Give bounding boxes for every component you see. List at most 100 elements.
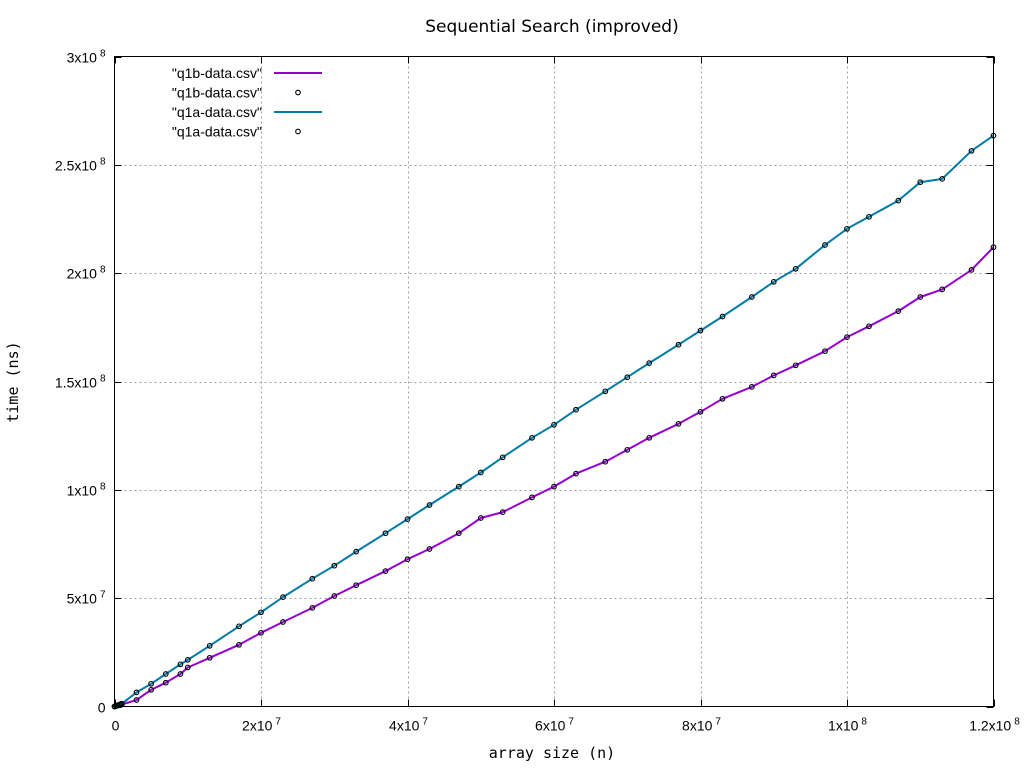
data-point xyxy=(573,406,579,413)
x-tick-label-mantissa: 4x10 xyxy=(389,718,420,734)
data-point xyxy=(353,548,360,555)
legend-entry: "q1b-data.csv" xyxy=(172,65,322,81)
data-point xyxy=(455,530,462,537)
grid-layer xyxy=(114,56,994,707)
data-point xyxy=(968,147,975,154)
data-point xyxy=(895,308,902,314)
data-point xyxy=(866,323,872,330)
legend-entry: "q1a-data.csv" xyxy=(172,124,301,140)
data-point xyxy=(770,372,777,379)
data-point xyxy=(675,420,682,427)
x-tick-label-mantissa: 1.2x10 xyxy=(969,718,1011,734)
data-point xyxy=(404,556,411,563)
data-point xyxy=(624,374,631,381)
data-point xyxy=(206,642,213,649)
series-line xyxy=(114,134,995,708)
data-point xyxy=(624,446,631,453)
data-point xyxy=(477,515,484,521)
y-tick-label-exponent: 7 xyxy=(100,590,106,601)
data-point xyxy=(675,341,682,348)
plot-frame xyxy=(114,56,994,707)
legend-label: "q1a-data.csv" xyxy=(172,104,262,120)
chart-title: Sequential Search (improved) xyxy=(425,17,678,37)
y-tick-label: 1x10 8 xyxy=(67,482,106,499)
data-point xyxy=(148,680,154,687)
y-tick-label-exponent: 8 xyxy=(100,482,106,493)
y-tick-label: 5x10 7 xyxy=(67,590,106,607)
data-point xyxy=(206,654,213,661)
data-point xyxy=(382,530,389,537)
data-point xyxy=(968,267,975,273)
legend-entry: "q1a-data.csv" xyxy=(172,104,322,120)
y-tick-label-mantissa: 2x10 xyxy=(67,266,98,282)
legend: "q1b-data.csv" "q1b-data.csv" "q1a-data.cs… xyxy=(172,65,322,140)
data-point xyxy=(792,265,799,272)
data-point xyxy=(822,242,828,248)
data-point xyxy=(697,327,704,334)
data-point xyxy=(697,408,704,415)
x-tick-label-mantissa: 6x10 xyxy=(535,718,566,734)
y-tick-label-mantissa: 1.5x10 xyxy=(55,375,97,391)
data-point xyxy=(529,494,535,501)
y-tick-label: 0 xyxy=(98,700,106,716)
legend-label: "q1a-data.csv" xyxy=(172,124,262,140)
data-point xyxy=(866,213,872,220)
x-tick-label-mantissa: 0 xyxy=(112,718,120,734)
legend-point-swatch xyxy=(295,89,301,96)
data-point xyxy=(551,483,557,490)
data-point xyxy=(426,502,433,508)
series-1 xyxy=(111,132,997,710)
data-point xyxy=(646,434,653,441)
y-tick-label-mantissa: 0 xyxy=(98,700,106,716)
data-point xyxy=(331,593,338,599)
data-point xyxy=(602,458,609,465)
data-point xyxy=(748,384,755,390)
data-point xyxy=(133,689,140,696)
data-point xyxy=(258,629,264,636)
data-point xyxy=(162,679,169,686)
data-point xyxy=(939,286,946,293)
data-point xyxy=(455,483,462,490)
legend-point-swatch xyxy=(295,128,301,135)
y-tick-label-mantissa: 3x10 xyxy=(67,50,98,66)
data-point xyxy=(382,568,389,574)
y-axis-label: time (ns) xyxy=(4,341,22,422)
x-tick-label-mantissa: 8x10 xyxy=(682,718,713,734)
data-point xyxy=(748,294,755,300)
x-tick-label: 6x10 7 xyxy=(535,717,574,734)
data-point xyxy=(309,575,316,582)
data-point xyxy=(895,197,902,204)
x-axis-label: array size (n) xyxy=(489,744,615,762)
data-point xyxy=(184,664,191,671)
y-tick-label-exponent: 8 xyxy=(100,265,106,276)
y-tick-label-exponent: 8 xyxy=(100,49,106,60)
data-point xyxy=(573,470,579,477)
data-point xyxy=(258,609,264,616)
x-tick-label-exponent: 7 xyxy=(715,717,721,728)
data-point xyxy=(551,421,557,428)
x-tick-label: 0 xyxy=(112,718,120,734)
x-tick-label-exponent: 7 xyxy=(422,717,428,728)
y-tick-label-mantissa: 5x10 xyxy=(67,591,98,607)
x-tick-label-exponent: 7 xyxy=(568,717,574,728)
x-tick-label: 2x10 7 xyxy=(242,717,281,734)
y-tick-label-exponent: 8 xyxy=(100,374,106,385)
series-layer xyxy=(111,132,997,710)
data-point xyxy=(177,661,184,668)
data-point xyxy=(236,641,242,648)
data-point xyxy=(426,546,433,552)
data-point xyxy=(184,657,191,663)
x-tick-label-exponent: 8 xyxy=(861,717,867,728)
data-point xyxy=(177,671,184,677)
data-point xyxy=(917,179,924,186)
data-point xyxy=(280,619,286,625)
data-point xyxy=(844,225,850,232)
x-tick-label-exponent: 7 xyxy=(275,717,281,728)
x-tick-label: 1.2x10 8 xyxy=(969,717,1020,734)
x-tick-label-exponent: 8 xyxy=(1014,717,1020,728)
y-tick-label: 2.5x10 8 xyxy=(55,157,106,174)
data-point xyxy=(331,562,338,569)
data-point xyxy=(477,469,484,476)
